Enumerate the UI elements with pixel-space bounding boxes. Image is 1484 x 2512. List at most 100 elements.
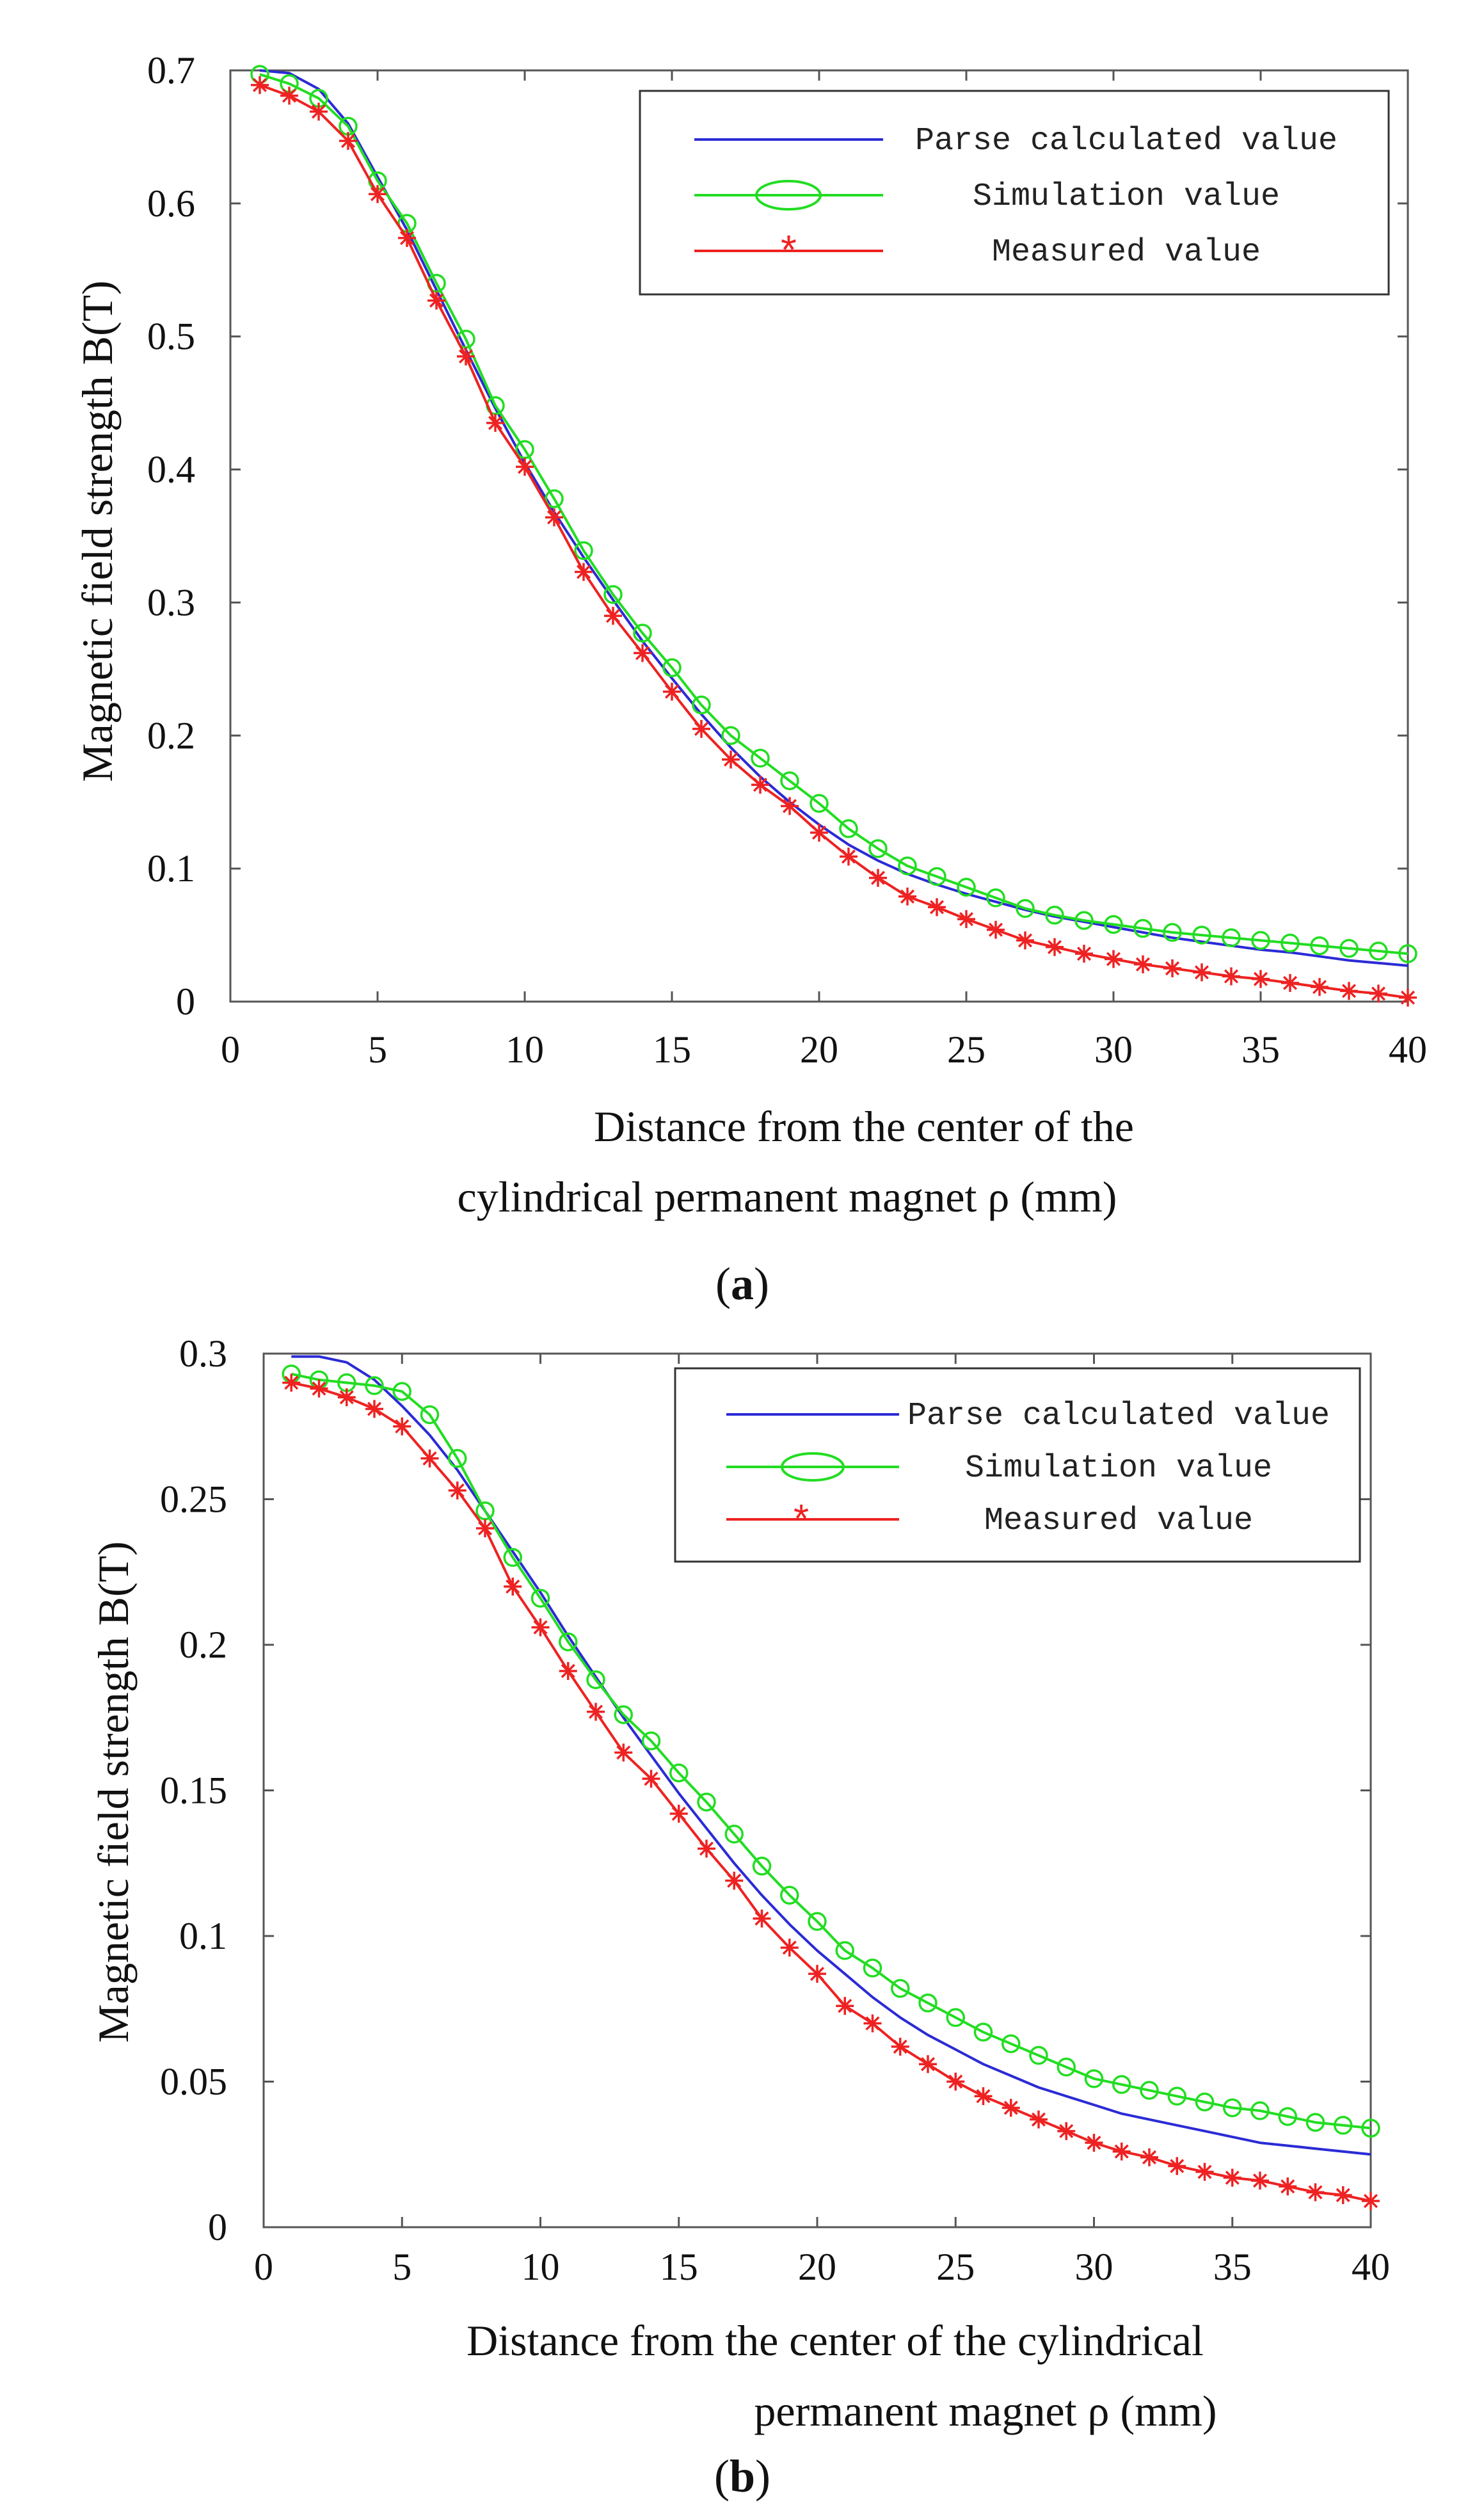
data-point-measured — [1306, 2183, 1325, 2202]
x-tick-label: 10 — [522, 2246, 560, 2288]
data-point-measured — [1140, 2148, 1158, 2166]
data-point-measured — [663, 682, 681, 701]
data-point-measured — [863, 2014, 882, 2033]
y-tick-label: 0.5 — [147, 316, 195, 358]
data-point-simulation — [1057, 2058, 1076, 2077]
data-point-measured — [420, 1449, 439, 1468]
data-point-simulation — [1281, 933, 1300, 953]
legend-marker-simulation-b — [781, 1452, 845, 1482]
legend-label-measured-b: Measured value — [984, 1503, 1253, 1539]
asterisk-stroke — [605, 609, 621, 623]
data-point-simulation — [863, 1958, 882, 1978]
legend-label-simulation-b: Simulation value — [965, 1450, 1272, 1487]
data-point-measured — [669, 1804, 688, 1823]
data-point-measured — [1105, 950, 1122, 968]
x-axis-label-line2-a: cylindrical permanent magnet ρ (mm) — [458, 1172, 1117, 1221]
y-tick-label: 0.1 — [147, 847, 195, 890]
y-tick-label: 0.4 — [147, 449, 195, 491]
x-axis-label-line1-b: Distance from the center of the cylindri… — [467, 2316, 1204, 2365]
y-tick-label: 0.3 — [147, 581, 195, 623]
data-point-measured — [869, 868, 887, 887]
data-point-simulation — [420, 1405, 440, 1425]
x-tick-label: 30 — [1094, 1028, 1133, 1071]
data-point-simulation — [1045, 906, 1064, 925]
data-point-measured — [1195, 2163, 1214, 2181]
asterisk-stroke — [664, 684, 680, 699]
data-point-measured — [282, 1373, 301, 1392]
y-tick-label: 0.2 — [179, 1624, 227, 1666]
data-point-measured — [722, 750, 740, 769]
data-point-measured — [504, 1578, 522, 1596]
x-tick-label: 30 — [1075, 2246, 1113, 2288]
data-point-simulation — [1369, 941, 1388, 961]
data-point-measured — [339, 132, 357, 150]
data-point-measured — [427, 291, 445, 310]
x-tick-label: 10 — [506, 1028, 544, 1071]
asterisk-stroke — [865, 2016, 880, 2031]
asterisk-stroke — [311, 104, 326, 119]
data-point-measured — [751, 776, 769, 794]
data-point-simulation — [1250, 2101, 1270, 2120]
data-point-measured — [1134, 955, 1152, 973]
data-point-simulation — [1339, 939, 1359, 958]
data-point-simulation — [973, 2022, 993, 2042]
data-point-simulation — [957, 877, 976, 897]
x-tick-label: 5 — [368, 1028, 387, 1071]
data-point-measured — [1057, 2122, 1076, 2140]
data-point-measured — [614, 1743, 633, 1762]
asterisk-stroke — [395, 1419, 410, 1434]
data-point-simulation — [810, 794, 829, 813]
asterisk-stroke — [1253, 972, 1268, 986]
y-tick-label: 0.3 — [179, 1332, 227, 1375]
asterisk-stroke — [517, 460, 532, 474]
x-axis-label-line1-a: Distance from the center of the — [594, 1102, 1134, 1151]
x-tick-label: 35 — [1213, 2246, 1252, 2288]
series-line-simulation — [291, 1372, 1371, 2130]
asterisk-stroke — [450, 1483, 465, 1498]
x-tick-label: 20 — [800, 1028, 838, 1071]
data-point-measured — [587, 1702, 605, 1721]
asterisk-stroke — [576, 564, 591, 579]
data-point-measured — [310, 1379, 328, 1398]
data-point-simulation — [1167, 2086, 1186, 2106]
asterisk-stroke — [723, 752, 738, 767]
asterisk-stroke — [458, 349, 474, 364]
data-point-simulation — [1104, 915, 1123, 934]
series-group-b — [282, 1355, 1380, 2211]
data-point-simulation — [751, 748, 770, 768]
asterisk-stroke — [429, 293, 444, 308]
asterisk-stroke — [671, 1806, 686, 1821]
data-point-measured — [1112, 2142, 1131, 2161]
data-point-measured — [1222, 967, 1240, 986]
data-point-simulation — [692, 695, 711, 715]
data-point-measured — [310, 102, 328, 121]
data-point-simulation — [835, 1941, 854, 1960]
x-tick-label: 0 — [221, 1028, 240, 1071]
asterisk-stroke — [948, 2074, 963, 2089]
asterisk-stroke — [533, 1620, 548, 1635]
data-point-measured — [448, 1481, 467, 1500]
data-point-measured — [393, 1417, 411, 1436]
x-tick-label: 40 — [1389, 1028, 1427, 1071]
ticks-a: 0 5 10 15 20 25 30 35 40 0 0.1 0.2 0.3 0.4 0.5 0.6 0.7 — [147, 49, 1427, 1071]
data-point-simulation — [927, 867, 946, 886]
y-tick-label: 0.05 — [160, 2061, 227, 2103]
asterisk-stroke — [1106, 952, 1121, 966]
asterisk-stroke — [841, 849, 856, 864]
asterisk-stroke — [1282, 975, 1298, 990]
legend-marker-measured-b: * — [794, 1497, 809, 1541]
asterisk-stroke — [1341, 984, 1357, 998]
chart-a: 0 5 10 15 20 25 30 35 40 0 0.1 0.2 0.3 0.4 0.5 0.6 0.7 *… — [73, 49, 1427, 1309]
y-tick-label: 0 — [176, 980, 195, 1023]
series-line-analytic — [291, 1355, 1371, 2156]
asterisk-stroke — [616, 1745, 631, 1760]
data-point-simulation — [503, 1548, 522, 1567]
asterisk-stroke — [1400, 990, 1416, 1005]
asterisk-stroke — [1087, 2136, 1101, 2150]
data-point-measured — [725, 1871, 744, 1890]
legend-a: * Parse calculated value Simulation valu… — [639, 90, 1390, 296]
data-point-measured — [545, 508, 563, 527]
data-point-simulation — [515, 440, 534, 460]
data-point-measured — [1399, 988, 1417, 1007]
data-point-simulation — [697, 1792, 716, 1812]
